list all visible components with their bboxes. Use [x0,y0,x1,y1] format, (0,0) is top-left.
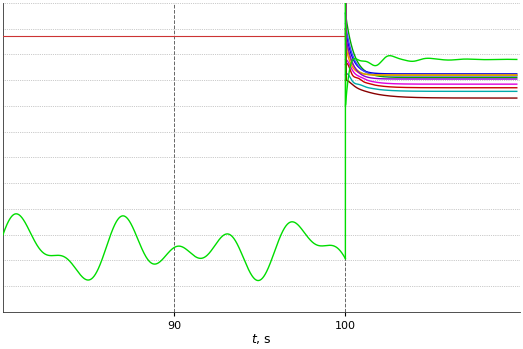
X-axis label: $t$, s: $t$, s [251,332,272,346]
